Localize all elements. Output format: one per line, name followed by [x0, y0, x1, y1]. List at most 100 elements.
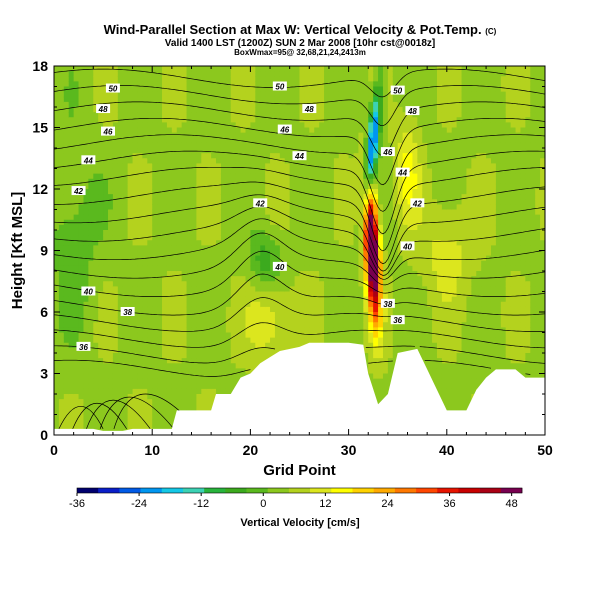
field-cell	[93, 353, 99, 359]
field-cell	[142, 66, 148, 72]
field-cell	[387, 276, 394, 282]
field-cell	[166, 224, 173, 231]
field-cell	[211, 358, 217, 364]
field-cell	[343, 306, 350, 313]
field-cell	[343, 291, 350, 298]
field-cell	[220, 209, 227, 216]
field-cell	[338, 214, 345, 221]
field-cell	[260, 96, 266, 103]
field-cell	[142, 250, 148, 257]
field-cell	[108, 219, 114, 226]
field-cell	[260, 286, 266, 293]
field-cell	[225, 378, 232, 385]
field-cell	[235, 173, 242, 180]
field-cell	[265, 66, 271, 72]
field-cell	[230, 153, 237, 159]
field-cell	[211, 363, 217, 369]
field-cell	[171, 255, 178, 262]
field-cell	[309, 322, 315, 328]
field-cell	[353, 71, 360, 77]
field-cell	[162, 296, 168, 303]
field-cell	[294, 291, 301, 298]
field-cell	[230, 312, 237, 318]
field-cell	[387, 291, 394, 298]
field-cell	[260, 71, 266, 77]
field-cell	[132, 312, 139, 318]
field-cell	[137, 394, 143, 400]
field-cell	[206, 368, 212, 375]
field-cell	[294, 107, 301, 113]
field-cell	[255, 122, 261, 129]
field-cell	[157, 219, 163, 226]
field-cell	[181, 358, 188, 364]
field-cell	[73, 112, 80, 118]
field-cell	[353, 153, 360, 159]
field-cell	[250, 250, 256, 257]
field-cell	[147, 204, 153, 211]
field-cell	[220, 260, 227, 267]
field-cell	[127, 265, 134, 272]
field-cell	[216, 107, 222, 113]
field-cell	[181, 342, 188, 349]
field-cell	[216, 271, 222, 277]
field-cell	[181, 219, 188, 226]
field-cell	[54, 240, 60, 246]
field-cell	[171, 394, 178, 400]
field-cell	[98, 117, 104, 123]
field-cell	[328, 240, 335, 246]
field-cell	[132, 168, 139, 175]
field-cell	[373, 209, 379, 216]
field-cell	[338, 204, 345, 211]
field-cell	[250, 260, 256, 267]
field-cell	[191, 96, 197, 103]
field-cell	[186, 358, 193, 364]
field-cell	[319, 76, 325, 82]
field-cell	[78, 394, 85, 400]
field-cell	[211, 153, 217, 159]
field-cell	[88, 66, 94, 72]
field-cell	[186, 91, 193, 98]
field-cell	[274, 224, 281, 231]
field-cell	[363, 107, 369, 113]
field-cell	[378, 342, 384, 349]
field-cell	[93, 281, 99, 287]
field-cell	[142, 189, 148, 195]
field-cell	[216, 148, 222, 154]
field-cell	[58, 148, 65, 154]
field-cell	[58, 81, 65, 88]
field-cell	[78, 296, 85, 303]
field-cell	[270, 204, 276, 211]
field-cell	[122, 414, 129, 421]
field-cell	[103, 86, 109, 93]
field-cell	[378, 327, 384, 334]
field-cell	[166, 378, 173, 385]
field-cell	[245, 148, 251, 154]
field-cell	[324, 194, 330, 200]
field-cell	[137, 291, 143, 298]
field-cell	[54, 209, 60, 216]
field-cell	[181, 71, 188, 77]
field-cell	[211, 378, 217, 385]
field-cell	[220, 194, 227, 200]
field-cell	[157, 394, 163, 400]
field-cell	[127, 81, 134, 88]
field-cell	[206, 96, 212, 103]
field-cell	[294, 306, 301, 313]
field-cell	[181, 317, 188, 323]
field-cell	[127, 373, 134, 380]
field-cell	[176, 178, 183, 185]
field-cell	[392, 148, 399, 154]
field-cell	[127, 158, 134, 164]
field-cell	[265, 209, 271, 216]
field-cell	[117, 347, 124, 354]
field-cell	[68, 312, 75, 318]
field-cell	[265, 163, 271, 170]
field-cell	[240, 281, 247, 287]
field-cell	[147, 240, 153, 246]
field-cell	[358, 204, 364, 211]
field-cell	[93, 107, 99, 113]
field-cell	[324, 189, 330, 195]
field-cell	[78, 317, 85, 323]
field-cell	[166, 301, 173, 308]
field-cell	[309, 286, 315, 293]
